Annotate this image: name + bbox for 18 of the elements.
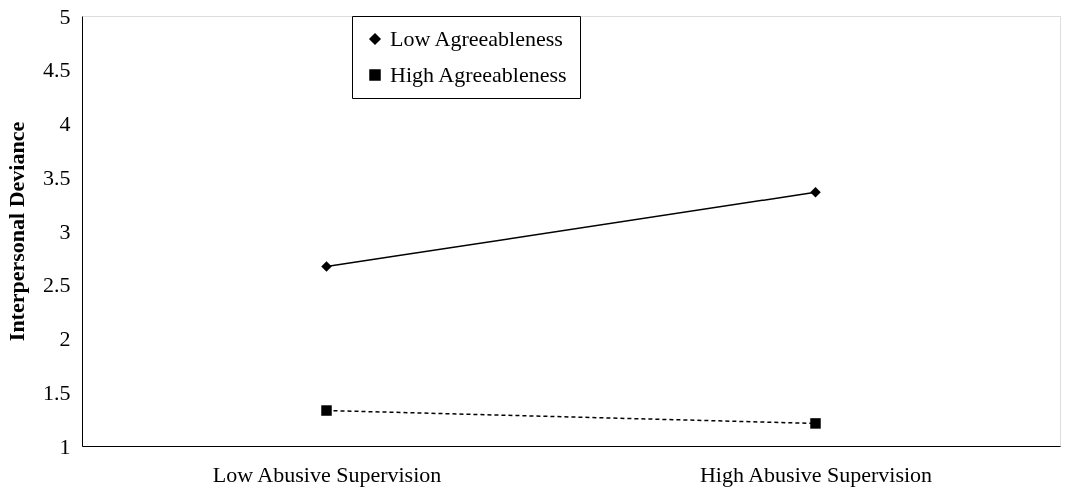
point xyxy=(810,187,821,198)
point xyxy=(321,405,332,416)
y-tick-label: 5 xyxy=(59,3,71,29)
y-tick-label: 2.5 xyxy=(43,272,71,298)
y-tick-label: 1.5 xyxy=(43,379,71,405)
x-tick-label: Low Abusive Supervision xyxy=(212,461,442,487)
y-tick-label: 2 xyxy=(59,326,71,351)
point xyxy=(810,418,821,429)
y-tick-label: 1 xyxy=(59,433,71,459)
x-tick-label: High Abusive Supervision xyxy=(699,461,933,487)
y-tick-label: 3 xyxy=(59,218,71,244)
point xyxy=(321,261,332,272)
y-tick-label: 4 xyxy=(59,111,71,136)
y-axis-title: Interpersonal Deviance xyxy=(4,121,29,342)
y-tick-label: 4.5 xyxy=(43,57,71,83)
legend-label: Low Agreeableness xyxy=(390,26,563,51)
legend-label: High Agreeableness xyxy=(390,62,567,87)
y-tick-label: 3.5 xyxy=(43,164,71,190)
